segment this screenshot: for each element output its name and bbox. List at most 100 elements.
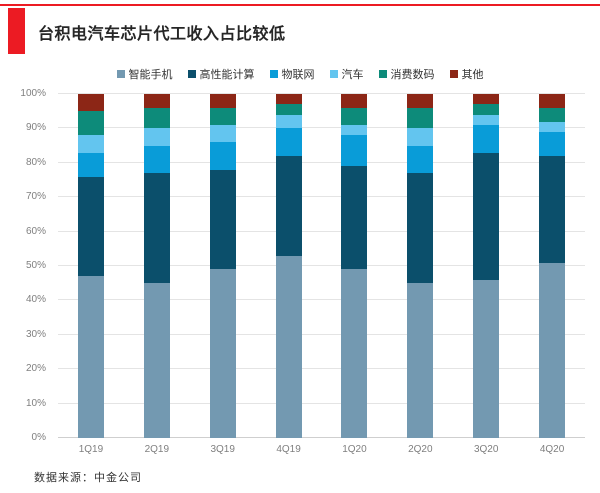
segment-物联网: [275, 128, 302, 156]
gridline: [58, 93, 585, 94]
gridline: [58, 127, 585, 129]
title-accent-block: [8, 8, 25, 54]
segment-智能手机: [473, 279, 500, 438]
segment-物联网: [209, 142, 236, 170]
legend-swatch: [378, 70, 387, 78]
y-tick-label: 10%: [25, 397, 46, 409]
gridline: [58, 333, 585, 335]
segment-高性能计算: [143, 173, 170, 284]
segment-消费数码: [473, 104, 500, 115]
y-tick-label: 80%: [25, 156, 46, 168]
segment-物联网: [473, 124, 500, 153]
segment-高性能计算: [473, 152, 500, 280]
segment-其他: [539, 94, 566, 108]
segment-其他: [275, 94, 302, 105]
top-accent-rule: [0, 4, 600, 6]
bar-2Q20: [387, 94, 453, 438]
segment-智能手机: [143, 283, 170, 438]
segment-物联网: [143, 145, 170, 174]
gridline: [58, 402, 585, 404]
legend-item-汽车: 汽车: [329, 66, 364, 82]
y-tick-label: 0%: [31, 432, 46, 443]
segment-其他: [77, 94, 104, 112]
bar-3Q20: [453, 94, 519, 438]
segment-汽车: [275, 114, 302, 129]
stacked-bar: [209, 94, 236, 438]
legend: 智能手机 高性能计算 物联网 汽车 消费数码 其他: [0, 66, 600, 82]
segment-物联网: [77, 152, 104, 177]
bar-4Q20: [519, 94, 585, 438]
segment-汽车: [209, 125, 236, 143]
gridline: [58, 196, 585, 198]
segment-智能手机: [209, 269, 236, 438]
gridline: [58, 230, 585, 232]
segment-智能手机: [341, 269, 368, 438]
segment-汽车: [341, 125, 368, 136]
stacked-bar: [143, 94, 170, 438]
segment-高性能计算: [341, 166, 368, 270]
segment-其他: [209, 94, 236, 108]
stacked-bar: [341, 94, 368, 438]
legend-item-物联网: 物联网: [269, 66, 315, 82]
segment-物联网: [539, 131, 566, 156]
segment-汽车: [407, 128, 434, 146]
source-note: 数据来源：中金公司: [34, 472, 142, 484]
bar-2Q19: [124, 94, 190, 438]
segment-汽车: [539, 121, 566, 132]
x-tick-label: 3Q20: [473, 444, 499, 455]
gridline: [58, 368, 585, 370]
segment-其他: [407, 94, 434, 108]
segment-其他: [341, 94, 368, 108]
chart-title: 台积电汽车芯片代工收入占比较低: [38, 26, 286, 43]
x-tick-label: 1Q19: [78, 444, 104, 455]
y-tick-label: 100%: [20, 88, 46, 99]
legend-item-其他: 其他: [449, 66, 484, 82]
x-axis: 1Q19 2Q19 3Q19 4Q19 1Q20 2Q20 3Q20 4Q20: [58, 444, 585, 455]
segment-消费数码: [275, 104, 302, 115]
y-tick-label: 70%: [25, 191, 46, 203]
legend-label: 物联网: [281, 69, 315, 81]
y-tick-label: 60%: [25, 225, 46, 237]
bars: [58, 94, 585, 438]
x-tick-label: 4Q20: [539, 444, 565, 455]
legend-label: 消费数码: [390, 69, 435, 81]
legend-item-消费数码: 消费数码: [378, 66, 435, 82]
segment-物联网: [341, 135, 368, 167]
x-tick-label: 1Q20: [342, 444, 367, 455]
y-tick-label: 30%: [25, 328, 46, 340]
bar-3Q19: [190, 94, 256, 438]
segment-高性能计算: [77, 176, 104, 277]
segment-消费数码: [341, 107, 368, 125]
legend-swatch: [269, 70, 278, 78]
y-tick-label: 50%: [25, 260, 46, 271]
stacked-bar: [473, 94, 500, 438]
gridlines: [58, 93, 585, 438]
legend-item-高性能计算: 高性能计算: [187, 66, 255, 82]
legend-swatch: [187, 70, 196, 78]
y-tick-label: 90%: [25, 122, 46, 134]
segment-消费数码: [407, 107, 434, 129]
segment-消费数码: [77, 111, 104, 136]
segment-物联网: [407, 145, 434, 174]
segment-消费数码: [209, 107, 236, 125]
segment-智能手机: [407, 283, 434, 438]
stacked-bar: [77, 94, 104, 438]
segment-智能手机: [539, 262, 566, 438]
bar-1Q20: [322, 94, 388, 438]
gridline: [58, 437, 585, 438]
segment-高性能计算: [539, 155, 566, 263]
segment-汽车: [473, 114, 500, 125]
gridline: [58, 265, 585, 266]
bar-4Q19: [256, 94, 322, 438]
legend-swatch: [329, 70, 338, 78]
stacked-bar: [407, 94, 434, 438]
x-tick-label: 3Q19: [210, 444, 235, 455]
segment-智能手机: [275, 255, 302, 438]
segment-高性能计算: [407, 173, 434, 284]
stacked-bar: [539, 94, 566, 438]
segment-消费数码: [539, 107, 566, 122]
segment-高性能计算: [209, 169, 236, 270]
legend-item-智能手机: 智能手机: [116, 66, 173, 82]
legend-label: 汽车: [341, 69, 364, 81]
x-tick-label: 2Q19: [144, 444, 170, 455]
